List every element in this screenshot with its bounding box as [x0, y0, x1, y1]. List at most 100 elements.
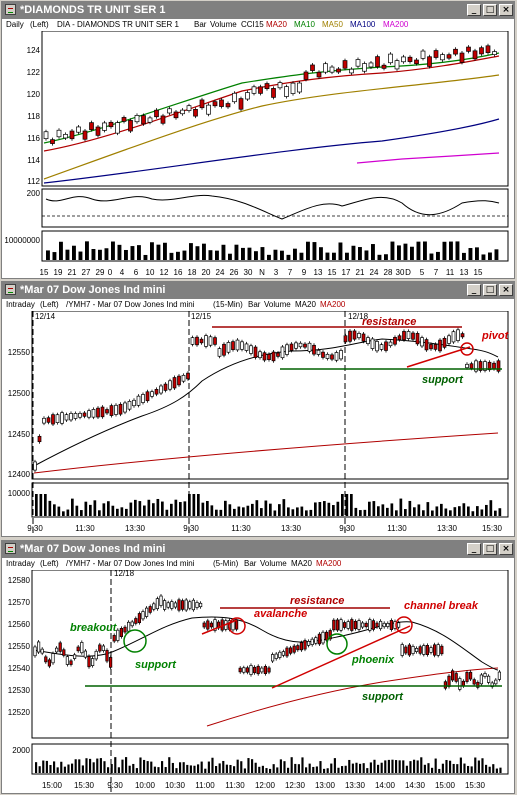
candle	[298, 341, 303, 349]
candle	[267, 665, 271, 675]
volume-bar	[330, 763, 333, 773]
candle	[487, 674, 491, 685]
volume-bar	[413, 507, 416, 516]
candle	[260, 666, 264, 674]
candle	[479, 45, 484, 56]
candle	[492, 49, 497, 57]
volume-bar	[128, 765, 131, 773]
volume-bar	[475, 247, 479, 260]
volume-bar	[135, 768, 138, 773]
candle	[173, 600, 177, 610]
candle	[299, 640, 303, 652]
ma200-line	[33, 432, 499, 474]
candle	[312, 343, 316, 357]
candle	[105, 648, 109, 664]
price-candles	[33, 594, 501, 692]
volume-bar	[42, 760, 45, 773]
candle	[150, 389, 154, 399]
x-tick: 30	[244, 268, 253, 277]
maximize-button[interactable]: □	[483, 543, 497, 555]
cci-line	[45, 194, 500, 220]
candle	[242, 665, 246, 675]
volume-bar	[164, 767, 167, 773]
volume-bar	[96, 758, 99, 773]
x-tick: 9:30	[183, 524, 199, 533]
info-symbol: DIA - DIAMONDS TR UNIT SER 1	[57, 20, 179, 29]
volume-bar	[431, 767, 434, 773]
candle	[479, 672, 483, 686]
close-button[interactable]: ×	[499, 4, 513, 16]
volume-bar	[458, 506, 461, 516]
candle	[212, 99, 218, 108]
volume-bar	[417, 504, 421, 516]
volume-bar	[60, 761, 63, 773]
candle	[145, 606, 149, 619]
minimize-button[interactable]: _	[467, 543, 481, 555]
candle	[414, 58, 419, 66]
candle	[297, 81, 302, 95]
volume-bar	[405, 765, 408, 773]
volume-bar	[463, 763, 466, 773]
candle	[343, 620, 347, 630]
candle	[321, 350, 325, 360]
volume-bar	[319, 247, 323, 260]
candle	[278, 650, 282, 660]
volume-bar	[350, 494, 353, 516]
candle	[121, 115, 127, 124]
volume-bar	[300, 506, 304, 516]
candle	[453, 47, 458, 57]
candle	[496, 358, 501, 374]
volume-bar	[225, 764, 228, 773]
title-bar[interactable]: *Mar 07 Dow Jones Ind mini _ □ ×	[2, 541, 514, 558]
x-tick: 16	[174, 268, 183, 277]
volume-bar	[492, 764, 495, 773]
candle	[334, 350, 339, 363]
volume-bar	[85, 241, 89, 260]
volume-bar	[351, 763, 354, 773]
volume-bar	[137, 245, 141, 260]
candle	[238, 96, 244, 112]
candle	[357, 331, 361, 340]
close-button[interactable]: ×	[499, 543, 513, 555]
title-bar[interactable]: *DIAMONDS TR UNIT SER 1 _ □ ×	[2, 2, 514, 19]
minimize-button[interactable]: _	[467, 284, 481, 296]
candle	[114, 403, 118, 417]
volume-bar	[147, 499, 151, 516]
maximize-button[interactable]: □	[483, 4, 497, 16]
title-bar[interactable]: *Mar 07 Dow Jones Ind mini _ □ ×	[2, 282, 514, 299]
candle	[55, 412, 60, 425]
volume-bar	[348, 759, 351, 773]
volume-bar	[272, 764, 275, 773]
minimize-button[interactable]: _	[467, 4, 481, 16]
candle	[433, 642, 437, 658]
candle	[100, 405, 105, 419]
volume-bar	[442, 241, 447, 260]
chart-window-icon[interactable]	[5, 543, 16, 554]
x-tick: 11:00	[195, 781, 215, 790]
chart-window-icon[interactable]	[5, 4, 16, 15]
volume-bar	[358, 247, 362, 260]
volume-bar	[246, 505, 250, 516]
candle	[190, 335, 195, 347]
close-button[interactable]: ×	[499, 284, 513, 296]
trend-line	[406, 346, 471, 368]
candle	[451, 329, 456, 344]
candle	[186, 371, 190, 381]
volume-bar	[138, 501, 142, 516]
info-ma200: MA200	[320, 300, 346, 309]
volume-bar	[395, 510, 398, 516]
x-tick: 9:30	[27, 524, 43, 533]
maximize-button[interactable]: □	[483, 284, 497, 296]
volume-bar	[403, 243, 408, 260]
candle	[433, 342, 438, 352]
x-tick: 14:30	[405, 781, 426, 790]
info-ma20: MA20	[295, 300, 316, 309]
chart-window-icon[interactable]	[5, 284, 16, 295]
support-label: support	[135, 659, 177, 671]
candle	[69, 129, 75, 141]
volume-bar	[229, 764, 232, 773]
candle	[76, 644, 80, 653]
candle	[281, 649, 285, 658]
candle	[80, 640, 84, 655]
candle	[436, 642, 440, 658]
